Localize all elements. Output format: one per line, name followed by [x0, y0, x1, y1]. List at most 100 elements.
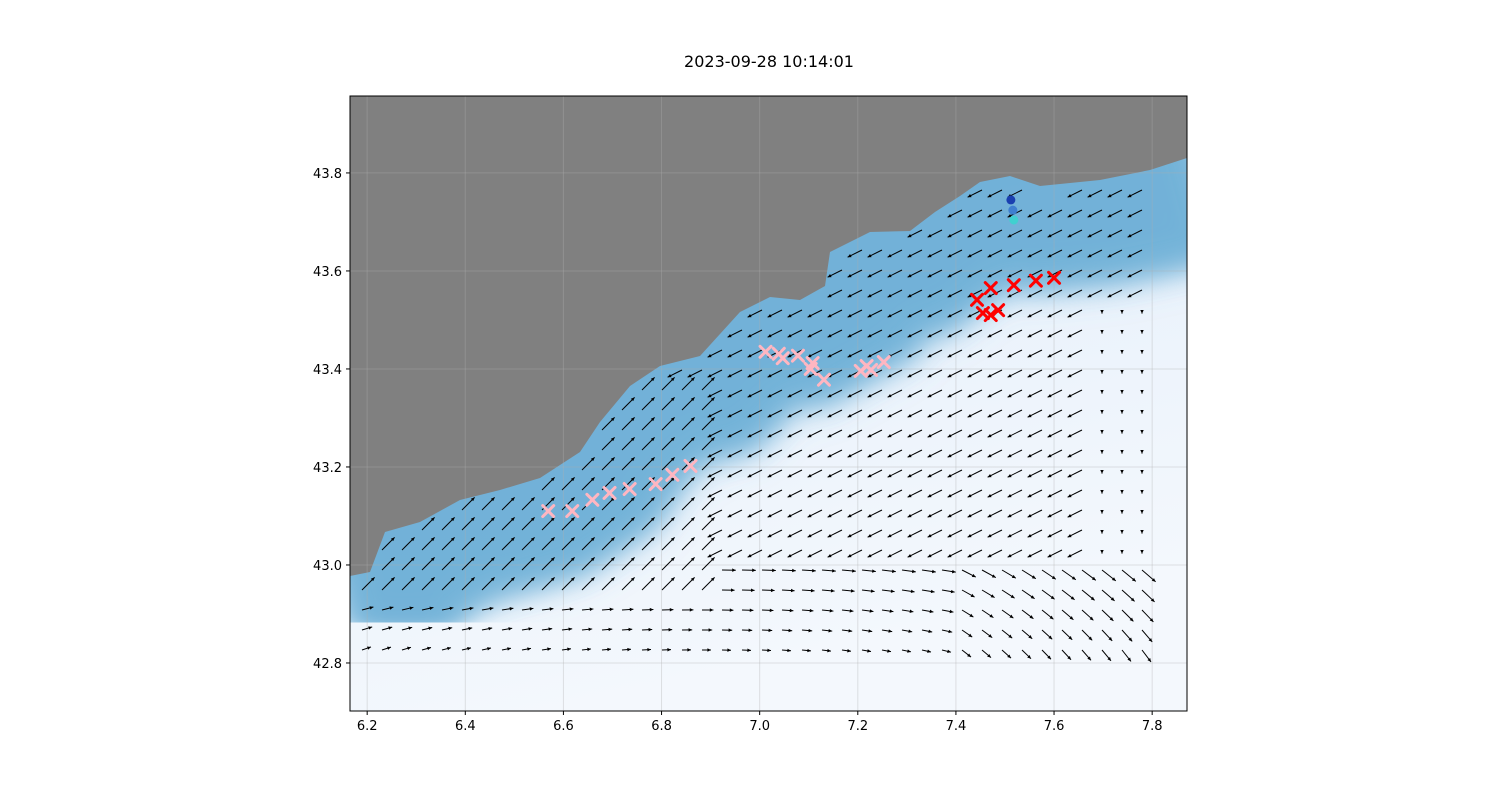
x-marker [622, 482, 637, 497]
current-arrow-head [947, 554, 952, 558]
current-arrow-head [429, 606, 434, 610]
x-marker [758, 344, 773, 359]
current-arrow-head [1140, 309, 1144, 314]
current-arrow-head [708, 628, 713, 632]
current-arrow-head [847, 474, 852, 478]
current-arrow-head [570, 577, 575, 582]
current-arrow-head [1091, 576, 1096, 581]
current-arrow-head [1089, 616, 1094, 621]
current-arrow-head [987, 454, 992, 458]
current-arrow-head [1047, 414, 1052, 418]
current-arrow-head [810, 588, 815, 593]
current-arrow-head [468, 626, 473, 631]
current-arrow-head [1007, 274, 1012, 278]
current-arrow-head [527, 647, 531, 651]
current-arrow-head [787, 374, 792, 378]
current-arrow-head [1067, 554, 1072, 558]
current-arrow-head [707, 494, 712, 498]
current-arrow-head [847, 374, 852, 378]
current-arrow-head [607, 647, 611, 652]
current-arrow-head [510, 497, 515, 502]
current-arrow-head [1107, 234, 1112, 238]
current-arrow-head [750, 588, 755, 593]
current-arrow-head [1009, 614, 1014, 619]
current-arrow-head [1007, 334, 1012, 338]
current-arrow-head [668, 628, 673, 632]
current-arrow-head [469, 606, 474, 611]
current-arrow-head [1107, 294, 1112, 298]
current-arrow-head [490, 557, 495, 562]
current-arrow-head [990, 594, 995, 598]
current-arrow-head [408, 626, 413, 630]
current-arrow-head [870, 589, 875, 593]
x-marker [790, 348, 805, 363]
current-arrow-head [450, 557, 455, 562]
current-arrow-head [887, 374, 892, 378]
current-arrow-head [767, 374, 772, 378]
current-arrow-head [590, 477, 595, 482]
current-arrow-head [907, 274, 912, 278]
current-arrow-head [967, 653, 971, 658]
current-arrow-head [787, 334, 792, 338]
current-arrow-head [967, 534, 972, 538]
current-arrow-head [887, 274, 892, 278]
current-arrow-head [1027, 374, 1032, 378]
current-arrow-head [707, 414, 712, 418]
current-arrow-head [907, 474, 912, 478]
current-arrow-head [1067, 334, 1072, 338]
current-arrow-head [707, 554, 712, 558]
current-arrow-head [927, 649, 931, 653]
current-arrow-head [709, 608, 714, 612]
current-arrow-head [1067, 655, 1071, 660]
current-arrow-head [690, 537, 695, 542]
current-arrow-head [1140, 529, 1144, 534]
current-arrow-head [789, 608, 794, 613]
current-arrow-head [927, 414, 932, 418]
current-arrow-head [568, 627, 573, 631]
current-arrow-head [670, 397, 675, 402]
current-arrow-head [1027, 454, 1032, 458]
current-arrow-head [388, 626, 393, 630]
current-arrow-head [847, 294, 852, 298]
current-arrow-head [710, 437, 715, 442]
current-arrow-head [947, 474, 952, 478]
current-arrow-head [967, 454, 972, 458]
current-arrow-head [687, 374, 692, 378]
current-arrow-head [790, 588, 795, 593]
current-arrow-head [847, 534, 852, 538]
current-arrow-head [667, 648, 671, 652]
current-arrow-head [1027, 234, 1032, 238]
current-arrow-head [1067, 214, 1072, 218]
current-arrow-head [830, 589, 835, 593]
current-arrow-head [947, 394, 952, 398]
current-arrow-head [827, 494, 832, 498]
current-arrow-head [707, 394, 712, 398]
current-arrow-head [650, 497, 655, 502]
current-arrow-head [867, 514, 872, 518]
current-arrow-head [670, 557, 675, 562]
current-arrow-head [1127, 194, 1132, 198]
current-arrow-head [470, 517, 475, 522]
current-arrow-head [710, 377, 715, 382]
current-arrow-head [847, 254, 852, 258]
current-arrow-head [787, 648, 791, 653]
current-arrow-head [670, 417, 675, 422]
current-arrow-head [907, 234, 912, 238]
current-arrow-head [887, 254, 892, 258]
current-arrow-head [410, 577, 415, 582]
current-arrow-head [930, 589, 935, 594]
current-arrow-head [430, 537, 435, 542]
current-arrow-head [650, 417, 655, 422]
current-arrow-head [867, 649, 871, 653]
current-arrow-head [951, 569, 956, 574]
dot-marker [1008, 205, 1018, 215]
x-marker [602, 485, 617, 500]
current-arrow-head [1140, 409, 1144, 414]
current-arrow-head [707, 374, 712, 378]
current-arrow-head [1067, 494, 1072, 498]
current-arrow-head [947, 494, 952, 498]
current-arrow-head [769, 608, 774, 613]
current-arrow-head [847, 394, 852, 398]
current-arrow-head [787, 394, 792, 398]
current-arrow-head [1120, 489, 1124, 494]
